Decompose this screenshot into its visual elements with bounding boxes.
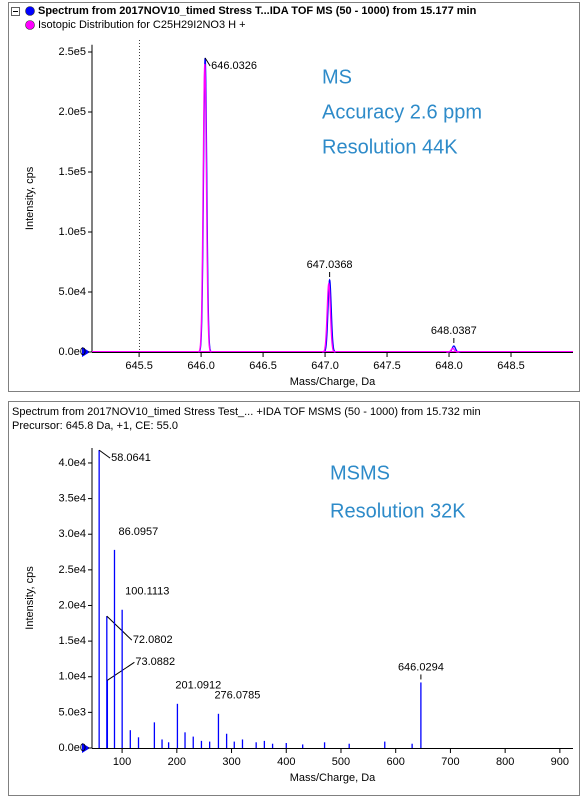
x-axis-label: Mass/Charge, Da: [290, 772, 376, 784]
y-tick-label: 5.0e3: [58, 706, 86, 718]
y-tick-label: 1.5e5: [58, 166, 86, 178]
bottom-panel: [8, 401, 580, 796]
x-tick-label: 100: [113, 756, 131, 768]
y-tick-label: 2.5e5: [58, 46, 86, 58]
chart-title: Spectrum from 2017NOV10_timed Stress Tes…: [12, 406, 481, 418]
label-leader: [204, 57, 211, 67]
y-tick-label: 2.0e5: [58, 106, 86, 118]
y-tick-label: 3.0e4: [58, 528, 86, 540]
peak-label: 73.0882: [135, 656, 175, 668]
x-tick-label: 900: [551, 756, 569, 768]
peak-label: 648.0387: [431, 325, 477, 337]
peak-label: 86.0957: [118, 526, 158, 538]
x-tick-label: 647.0: [311, 360, 339, 372]
annotation: MS: [322, 66, 352, 88]
x-tick-label: 700: [441, 756, 459, 768]
y-tick-label: 3.5e4: [58, 493, 86, 505]
y-tick-label: 5.0e4: [58, 286, 86, 298]
peak: [323, 278, 337, 353]
chart-subtitle: Precursor: 645.8 Da, +1, CE: 55.0: [12, 420, 178, 432]
legend-marker: [25, 6, 35, 16]
y-tick-label: 1.5e4: [58, 635, 86, 647]
y-tick-label: 2.5e4: [58, 564, 86, 576]
y-tick-label: 0.0e0: [58, 346, 86, 358]
peak-label: 276.0785: [214, 690, 260, 702]
x-tick-label: 800: [496, 756, 514, 768]
annotation: MSMS: [330, 462, 390, 484]
y-axis-label: Intensity, cps: [24, 166, 36, 230]
x-tick-label: 500: [332, 756, 350, 768]
label-leader: [98, 449, 111, 459]
y-tick-label: 0.0e0: [58, 742, 86, 754]
peak-label: 100.1113: [125, 586, 169, 598]
label-leader: [107, 661, 135, 681]
y-tick-label: 1.0e4: [58, 671, 86, 683]
zero-arrow: [82, 347, 90, 357]
y-tick-label: 4.0e4: [58, 457, 86, 469]
x-tick-label: 646.5: [249, 360, 277, 372]
annotation: Resolution 32K: [330, 500, 466, 522]
x-tick-label: 647.5: [373, 360, 401, 372]
x-tick-label: 300: [222, 756, 240, 768]
x-tick-label: 648.0: [435, 360, 463, 372]
annotation: Accuracy 2.6 ppm: [322, 101, 482, 123]
peak-label: 647.0368: [307, 259, 353, 271]
y-tick-label: 1.0e5: [58, 226, 86, 238]
peak-label: 646.0294: [398, 661, 444, 673]
x-tick-label: 648.5: [497, 360, 525, 372]
label-leader: [106, 615, 133, 641]
annotation: Resolution 44K: [322, 136, 458, 158]
x-tick-label: 646.0: [187, 360, 215, 372]
x-tick-label: 645.5: [125, 360, 153, 372]
peak-label: 201.0912: [175, 680, 221, 692]
peak: [198, 63, 212, 353]
x-axis-label: Mass/Charge, Da: [290, 376, 376, 388]
peak: [446, 347, 460, 353]
x-tick-label: 600: [387, 756, 405, 768]
zero-arrow: [82, 743, 90, 753]
top-panel: [8, 2, 580, 392]
peak-label: 58.0641: [111, 452, 151, 464]
x-tick-label: 200: [168, 756, 186, 768]
legend-label: Isotopic Distribution for C25H29I2NO3 H …: [38, 19, 246, 31]
legend-label: Spectrum from 2017NOV10_timed Stress T..…: [38, 5, 477, 17]
peak: [322, 282, 336, 353]
peak-label: 72.0802: [133, 634, 173, 646]
y-axis-label: Intensity, cps: [24, 566, 36, 630]
legend-marker: [25, 20, 35, 30]
x-tick-label: 400: [277, 756, 295, 768]
y-tick-label: 2.0e4: [58, 599, 86, 611]
peak-label: 646.0326: [211, 60, 257, 72]
